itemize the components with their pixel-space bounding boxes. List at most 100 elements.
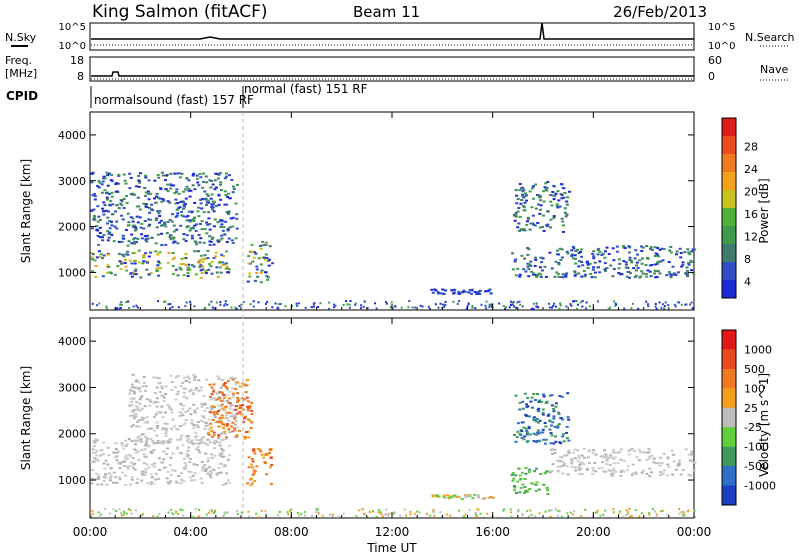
echo-cell [226, 458, 230, 461]
echo-cell [195, 407, 199, 410]
echo-cell [188, 457, 192, 460]
echo-cell [218, 391, 222, 393]
echo-cell [144, 191, 148, 194]
echo-cell [630, 307, 633, 310]
echo-cell [296, 304, 299, 307]
echo-cell [210, 300, 213, 303]
echo-cell [126, 212, 130, 215]
echo-cell [228, 197, 232, 200]
echo-cell [101, 275, 105, 278]
echo-cell [570, 465, 574, 468]
echo-cell [525, 414, 529, 417]
echo-cell [559, 193, 563, 195]
echo-cell [149, 483, 153, 485]
echo-cell [131, 464, 135, 467]
echo-cell [656, 270, 660, 273]
echo-cell [641, 469, 645, 472]
echo-cell [663, 469, 666, 472]
echo-cell [513, 485, 516, 487]
echo-cell [224, 405, 228, 408]
echo-cell [640, 471, 644, 474]
echo-cell [601, 455, 604, 458]
echo-cell [558, 307, 561, 310]
echo-cell [361, 508, 364, 511]
echo-cell [191, 393, 195, 396]
echo-cell [218, 172, 222, 175]
colorbar-segment [722, 330, 736, 350]
echo-cell [211, 183, 215, 186]
echo-cell [129, 272, 133, 275]
echo-cell [298, 514, 300, 517]
echo-cell [538, 440, 542, 443]
echo-cell [155, 192, 159, 195]
echo-cell [648, 455, 652, 458]
nsky-label: N.Sky [5, 31, 37, 44]
echo-cell [260, 509, 263, 512]
echo-cell [202, 417, 206, 420]
echo-cell [232, 409, 236, 412]
echo-cell [627, 449, 631, 452]
echo-cell [128, 405, 132, 408]
echo-cell [427, 305, 430, 308]
echo-cell [160, 428, 164, 431]
echo-cell [510, 474, 514, 476]
echo-cell [130, 425, 134, 428]
echo-cell [197, 439, 201, 442]
echo-cell [155, 226, 159, 229]
echo-cell [525, 430, 529, 432]
echo-cell [516, 198, 520, 200]
echo-cell [215, 271, 219, 274]
echo-cell [206, 223, 210, 226]
echo-cell [662, 453, 666, 456]
echo-cell [512, 301, 515, 304]
colorbar-segment [722, 368, 736, 389]
echo-cell [224, 220, 228, 223]
echo-cell [638, 259, 642, 262]
echo-cell [110, 233, 114, 236]
echo-cell [180, 210, 184, 213]
echo-cell [622, 245, 625, 247]
echo-cell [147, 198, 151, 201]
echo-cell [634, 269, 638, 272]
echo-cell [217, 395, 221, 398]
echo-cell [561, 464, 565, 467]
echo-cell [205, 378, 209, 381]
echo-cell [533, 265, 537, 267]
echo-cell [632, 267, 636, 270]
echo-cell [269, 466, 272, 469]
echo-cell [178, 410, 182, 413]
echo-cell [143, 405, 147, 408]
echo-cell [654, 305, 657, 308]
echo-cell [191, 442, 195, 445]
echo-cell [202, 241, 206, 244]
echo-cell [450, 496, 454, 498]
echo-cell [338, 515, 341, 518]
echo-cell [573, 270, 577, 273]
echo-cell [381, 513, 384, 515]
echo-cell [464, 494, 468, 497]
echo-cell [225, 241, 229, 243]
echo-cell [213, 188, 217, 191]
nave-label: Nave [760, 63, 788, 76]
colorbar-tick-label: -25 [744, 421, 762, 434]
echo-cell [334, 304, 337, 307]
echo-cell [592, 250, 596, 253]
echo-cell [223, 304, 226, 307]
echo-cell [125, 301, 128, 303]
echo-cell [204, 422, 208, 424]
echo-cell [135, 409, 138, 411]
echo-cell [550, 448, 554, 451]
echo-cell [444, 300, 447, 303]
echo-cell [186, 272, 190, 275]
echo-cell [107, 454, 111, 457]
echo-cell [609, 472, 613, 475]
echo-cell [521, 193, 524, 196]
echo-cell [147, 427, 151, 430]
echo-cell [177, 306, 180, 309]
echo-cell [130, 242, 134, 245]
echo-cell [596, 253, 600, 256]
echo-cell [446, 494, 450, 497]
echo-cell [431, 291, 435, 294]
echo-cell [162, 467, 166, 469]
